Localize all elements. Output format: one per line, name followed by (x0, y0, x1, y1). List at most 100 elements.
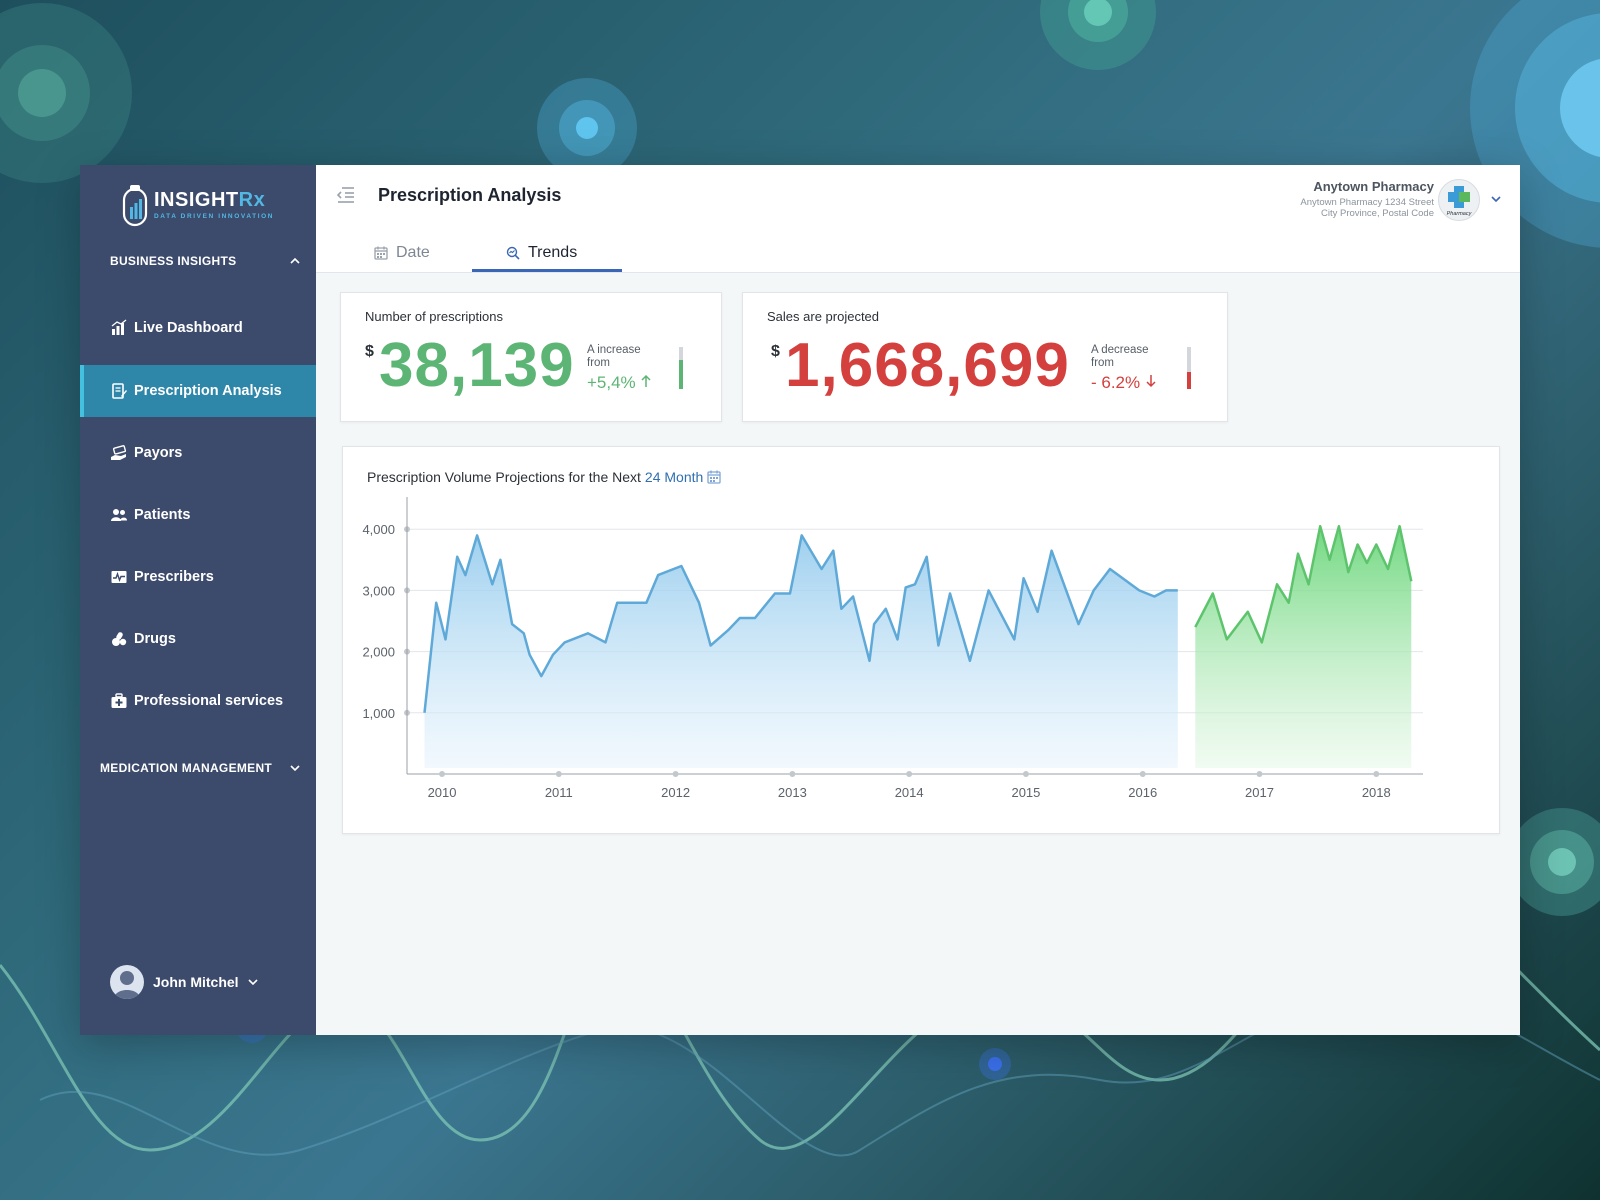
chart-title: Prescription Volume Projections for the … (367, 469, 721, 485)
pharmacy-address-line1: Anytown Pharmacy 1234 Street (1300, 197, 1434, 208)
sidebar-item-prescription-analysis[interactable]: Prescription Analysis (80, 365, 316, 417)
x-tick-label: 2017 (1245, 785, 1274, 800)
brand-tagline: DATA DRIVEN INNOVATION (154, 213, 275, 220)
chart-title-text: Prescription Volume Projections for the … (367, 469, 641, 485)
page-title: Prescription Analysis (378, 185, 562, 205)
document-edit-icon (112, 383, 127, 399)
kpi-note: A increase from (587, 344, 641, 370)
kpi-note-line2: from (1091, 357, 1114, 369)
sidebar-item-live-dashboard[interactable]: Live Dashboard (80, 302, 316, 354)
sidebar-item-label: Prescribers (134, 569, 214, 585)
sidebar-item-prescribers[interactable]: Prescribers (80, 551, 316, 603)
kpi-level-bar (679, 347, 683, 389)
active-tab-indicator (472, 269, 622, 272)
section-medication-management[interactable]: MEDICATION MANAGEMENT (100, 758, 300, 778)
tab-date[interactable]: Date (374, 234, 430, 272)
chevron-down-icon (290, 765, 300, 772)
arrow-down-icon (1146, 375, 1156, 388)
search-trend-icon (506, 246, 520, 260)
chart-period-link[interactable]: 24 Month (644, 469, 704, 485)
sidebar-item-label: Prescription Analysis (134, 383, 282, 399)
bg-ring-lower-right (1508, 808, 1600, 916)
kpi-currency: $ (771, 343, 780, 360)
series-projection-area (1195, 526, 1412, 768)
x-tick-label: 2013 (778, 785, 807, 800)
kpi-change-value: - 6.2% (1091, 373, 1141, 392)
sidebar-item-label: Professional services (134, 693, 284, 709)
pharmacy-info: Anytown Pharmacy Anytown Pharmacy 1234 S… (1300, 179, 1434, 219)
calendar-icon[interactable] (707, 470, 721, 484)
pharmacy-logo[interactable]: Pharmacy (1438, 179, 1480, 221)
kpi-change: - 6.2% (1091, 373, 1157, 393)
y-tick-label: 2,000 (362, 645, 395, 660)
x-tick-label: 2016 (1128, 785, 1157, 800)
kpi-level-bar-fill (679, 359, 683, 389)
sidebar-item-professional-services[interactable]: Professional services (80, 675, 316, 727)
chevron-down-icon[interactable] (1490, 193, 1502, 205)
kpi-note-line2: from (587, 357, 610, 369)
x-tick-dot (555, 771, 562, 777)
x-tick-dot (906, 771, 913, 777)
kpi-value: 1,668,699 (785, 331, 1070, 400)
brand-logo-icon (122, 185, 148, 227)
user-name: John Mitchel (153, 974, 239, 990)
sidebar-item-label: Live Dashboard (134, 320, 243, 336)
sidebar-item-payors[interactable]: Payors (80, 427, 316, 479)
tab-trends[interactable]: Trends (506, 234, 577, 272)
chevron-up-icon (290, 257, 300, 264)
tab-date-label: Date (396, 244, 430, 261)
kpi-card-prescriptions: Number of prescriptions $ 38,139 A incre… (340, 292, 722, 422)
x-tick-label: 2010 (428, 785, 457, 800)
pharmacy-logo-text: Pharmacy (1447, 211, 1473, 217)
bar-chart-icon (111, 319, 127, 335)
x-tick-dot (672, 771, 679, 777)
kpi-note-line1: A increase (587, 344, 641, 356)
series-projection-line (1194, 524, 1413, 644)
calendar-icon (374, 246, 388, 260)
kpi-value: 38,139 (379, 331, 575, 400)
kpi-change: +5,4% (587, 373, 652, 393)
sidebar: INSIGHTRx DATA DRIVEN INNOVATION BUSINES… (80, 165, 316, 1035)
x-tick-label: 2018 (1362, 785, 1391, 800)
activity-chart-icon (111, 571, 127, 583)
x-tick-dot (1022, 771, 1029, 777)
x-tick-dot (1139, 771, 1146, 777)
series-actual-line (423, 534, 1178, 713)
menu-collapse-icon[interactable] (336, 185, 356, 205)
pills-icon (112, 632, 127, 646)
chart-card: 1,000 2,000 3,000 4,000 2010 2011 2012 2013 2014… (342, 446, 1500, 834)
sidebar-item-patients[interactable]: Patients (80, 489, 316, 541)
sidebar-item-drugs[interactable]: Drugs (80, 613, 316, 665)
main-content: Prescription Analysis Date Trends Anytow… (316, 165, 1520, 1035)
users-icon (111, 509, 127, 521)
medical-kit-icon (111, 693, 127, 708)
brand-logo[interactable]: INSIGHTRx DATA DRIVEN INNOVATION (122, 183, 274, 227)
kpi-change-value: +5,4% (587, 373, 636, 392)
kpi-label: Sales are projected (767, 309, 880, 324)
bg-glow-dot-3 (979, 1048, 1011, 1080)
kpi-note-line1: A decrease (1091, 344, 1149, 356)
sidebar-item-label: Patients (134, 507, 191, 523)
y-tick-label: 1,000 (362, 706, 395, 721)
y-tick-label: 4,000 (362, 522, 395, 537)
kpi-label: Number of prescriptions (365, 309, 503, 324)
section-medication-management-label: MEDICATION MANAGEMENT (100, 761, 273, 775)
section-business-insights-label: BUSINESS INSIGHTS (110, 254, 237, 268)
user-menu[interactable]: John Mitchel (110, 965, 258, 999)
x-tick-dot (789, 771, 796, 777)
kpi-currency: $ (365, 343, 374, 360)
user-avatar-icon (114, 971, 140, 999)
brand-name: INSIGHTRx (154, 189, 266, 211)
y-tick-label: 3,000 (362, 583, 395, 598)
kpi-note: A decrease from (1091, 344, 1149, 370)
x-tick-label: 2011 (545, 785, 573, 800)
sidebar-item-label: Drugs (134, 631, 176, 647)
chevron-down-icon (247, 979, 258, 986)
kpi-level-bar (1187, 347, 1191, 389)
pharmacy-address-line2: City Province, Postal Code (1321, 208, 1434, 219)
kpi-level-bar-fill (1187, 372, 1191, 389)
bg-ring-mid (537, 78, 637, 178)
section-business-insights[interactable]: BUSINESS INSIGHTS (110, 251, 300, 271)
x-tick-dot (439, 771, 446, 777)
x-tick-label: 2012 (661, 785, 690, 800)
